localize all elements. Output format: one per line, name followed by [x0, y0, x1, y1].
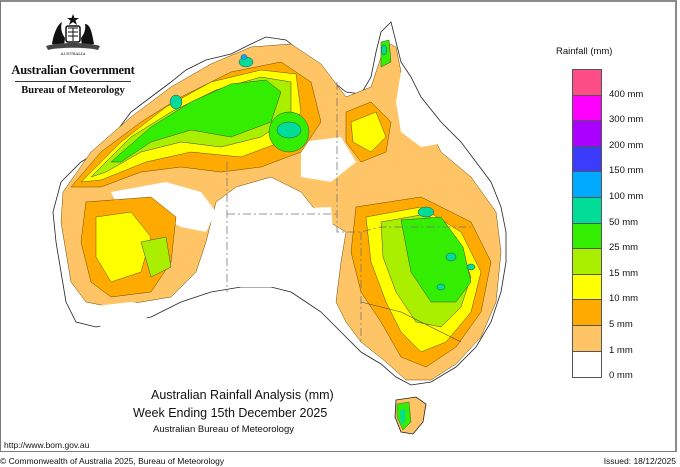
legend-tick-label: 25 mm [609, 242, 639, 254]
legend-swatch [573, 95, 601, 122]
legend-swatch [573, 70, 601, 96]
legend-tick-label: 400 mm [609, 88, 644, 100]
map-frame: AUSTRALIA Australian Government Bureau o… [0, 0, 677, 452]
state-border-qld [336, 82, 471, 233]
legend-swatch [573, 274, 601, 301]
map-source: Australian Bureau of Meteorology [153, 424, 294, 435]
legend-tick-label: 50 mm [609, 216, 639, 228]
legend-swatch [573, 197, 601, 224]
issued-date: Issued: 18/12/2025 [603, 456, 676, 466]
legend-title: Rainfall (mm) [556, 46, 613, 57]
legend-color-bar [572, 69, 602, 379]
legend-tick-label: 100 mm [609, 191, 644, 202]
legend-swatch [573, 249, 601, 275]
rainfall-map [52, 21, 507, 435]
legend-swatch [573, 146, 601, 173]
copyright-text: © Commonwealth of Australia 2025, Bureau… [0, 456, 225, 466]
legend-swatch [573, 223, 601, 250]
agency-name: Bureau of Meteorology [21, 85, 125, 96]
svg-text:AUSTRALIA: AUSTRALIA [60, 51, 86, 56]
legend-tick-label: 300 mm [609, 114, 644, 126]
website-link[interactable]: http://www.bom.gov.au [4, 440, 90, 450]
legend-tick-label: 1 mm [609, 344, 633, 356]
legend-tick-label: 10 mm [609, 293, 639, 305]
legend-swatch [573, 121, 601, 147]
legend-tick-label: 200 mm [609, 139, 644, 151]
legend-tick-label: 150 mm [609, 165, 644, 177]
map-title: Australian Rainfall Analysis (mm) [151, 388, 334, 402]
logo-divider [15, 81, 131, 82]
legend-tick-label: 5 mm [609, 319, 633, 330]
legend-tick-label: 15 mm [609, 267, 639, 279]
coat-of-arms-icon: AUSTRALIA [46, 14, 100, 56]
map-subtitle: Week Ending 15th December 2025 [133, 406, 328, 420]
state-border-vic [360, 301, 462, 343]
legend-swatch [573, 300, 601, 326]
government-logo: AUSTRALIA Australian Government Bureau o… [9, 12, 137, 96]
legend-swatch [573, 325, 601, 352]
legend-swatch [573, 172, 601, 198]
government-name: Australian Government [11, 63, 135, 77]
legend-tick-label: 0 mm [609, 370, 633, 382]
legend-swatch [573, 351, 601, 378]
